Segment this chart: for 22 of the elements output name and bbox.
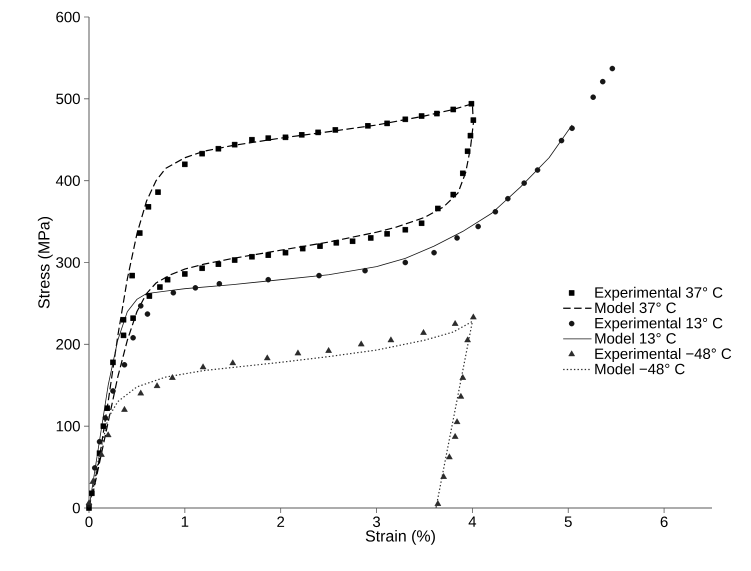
x-tick-label: 0 [85,516,93,528]
legend-label: Experimental −48° C [595,348,732,362]
x-axis-title: Strain (%) [366,530,435,545]
y-tick-label: 100 [56,420,80,432]
y-axis-title: Stress (MPa) [38,217,53,308]
y-tick-label: 300 [56,257,80,268]
y-tick-label: 200 [56,339,80,350]
x-tick-label: 2 [277,516,284,527]
y-tick-label: 500 [56,94,80,104]
x-tick-label: 1 [182,516,188,527]
legend-label: Experimental 37° C [595,286,722,301]
legend-label: Model 37° C [595,302,676,314]
y-tick-label: 600 [56,12,80,22]
legend-label: Experimental 13° C [595,317,722,332]
y-tick-label: 400 [56,175,80,186]
legend-label: Model 13° C [595,332,676,344]
legend-label: Model −48° C [595,363,685,374]
x-tick-label: 6 [660,516,668,528]
x-tick-label: 4 [468,516,476,527]
x-tick-label: 5 [564,516,572,527]
y-tick-label: 0 [72,502,80,514]
x-tick-label: 3 [372,516,380,528]
